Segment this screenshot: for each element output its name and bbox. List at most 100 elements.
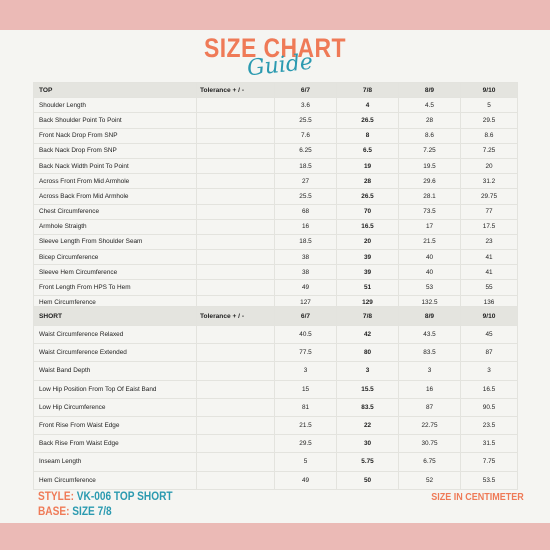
tolerance-cell (196, 415, 275, 436)
size-value-cell: 21.5 (398, 233, 461, 251)
size-value-cell: 29.75 (460, 188, 518, 205)
size-value-cell: 7.25 (398, 142, 461, 159)
measurement-label: Armhole Straigth (33, 218, 197, 235)
size-value-cell: 43.5 (398, 324, 461, 345)
size-value-cell: 15 (274, 379, 337, 399)
size-value-cell: 50 (336, 470, 399, 490)
table-row: Back Shoulder Point To Point 25.5 26.5 28 29… (33, 112, 518, 129)
units-note: SIZE IN CENTIMETER (431, 492, 524, 503)
measurement-label: Inseam Length (33, 452, 197, 472)
size-value-cell: 8 (336, 127, 399, 144)
table-row: Back Nack Width Point To Point 18.5 19 19.5… (33, 157, 518, 175)
bottom-band (0, 523, 550, 550)
size-value-cell: 30.75 (398, 434, 461, 454)
size-value-cell: 41 (460, 249, 518, 266)
tolerance-cell (196, 343, 275, 363)
size-value-cell: 5 (460, 97, 518, 114)
size-value-cell: 40 (398, 264, 461, 281)
size-value-cell: 21.5 (274, 415, 337, 436)
size-value-cell: 51 (336, 279, 399, 296)
table-row: Back Rise From Waist Edge 29.5 30 30.75 31.5 (33, 434, 518, 454)
base-line: BASE: SIZE 7/8 (38, 505, 173, 520)
size-value-cell: 31.5 (460, 434, 518, 454)
size-value-cell: 3 (460, 361, 518, 381)
table-row: Waist Circumference Relaxed 40.5 42 43.5 45 (33, 324, 518, 345)
size-value-cell: 17 (398, 218, 461, 235)
column-header: 8/9 (398, 306, 461, 326)
measurement-label: Across Front From Mid Armhole (33, 173, 197, 190)
size-value-cell: 25.5 (274, 188, 337, 205)
top-size-table: TOP Tolerance + / -6/7 7/8 8/9 9/10 Shoulder … (33, 81, 518, 311)
tolerance-cell (196, 379, 275, 399)
tolerance-cell (196, 470, 275, 490)
size-value-cell: 19 (336, 157, 399, 175)
tolerance-cell (196, 157, 275, 175)
size-value-cell: 16.5 (336, 218, 399, 235)
table-row: Front Rise From Waist Edge 21.5 22 22.75 23.… (33, 415, 518, 436)
measurement-label: Waist Circumference Relaxed (33, 324, 197, 345)
size-value-cell: 4.5 (398, 97, 461, 114)
tolerance-cell (196, 279, 275, 296)
size-value-cell: 4 (336, 97, 399, 114)
table-row: Armhole Straigth 16 16.5 17 17.5 (33, 218, 518, 235)
table-row: Chest Circumference 68 70 73.5 77 (33, 203, 518, 220)
tolerance-cell (196, 203, 275, 220)
size-value-cell: 16 (274, 218, 337, 235)
size-value-cell: 7.75 (460, 452, 518, 472)
size-value-cell: 31.2 (460, 173, 518, 190)
size-value-cell: 77.5 (274, 343, 337, 363)
column-header: 7/8 (336, 81, 399, 99)
measurement-label: Front Length From HPS To Hem (33, 279, 197, 296)
size-value-cell: 28.1 (398, 188, 461, 205)
size-value-cell: 83.5 (336, 397, 399, 417)
measurement-label: Back Nack Drop From SNP (33, 142, 197, 159)
size-value-cell: 8.6 (460, 127, 518, 144)
size-value-cell: 73.5 (398, 203, 461, 220)
size-value-cell: 30 (336, 434, 399, 454)
tolerance-cell (196, 142, 275, 159)
size-value-cell: 28 (398, 112, 461, 129)
size-value-cell: 40 (398, 249, 461, 266)
size-value-cell: 87 (398, 397, 461, 417)
column-header: SHORT (33, 306, 197, 326)
measurement-label: Back Shoulder Point To Point (33, 112, 197, 129)
table-row: Bicep Circumference 38 39 40 41 (33, 249, 518, 266)
size-value-cell: 3 (398, 361, 461, 381)
size-value-cell: 20 (336, 233, 399, 251)
measurement-label: Low Hip Position From Top Of Eaist Band (33, 379, 197, 399)
tolerance-cell (196, 127, 275, 144)
tolerance-cell (196, 361, 275, 381)
table-row: Low Hip Circumference 81 83.5 87 90.5 (33, 397, 518, 417)
size-value-cell: 42 (336, 324, 399, 345)
tolerance-cell (196, 397, 275, 417)
measurement-label: Low Hip Circumference (33, 397, 197, 417)
size-value-cell: 26.5 (336, 112, 399, 129)
table-header-row: TOP Tolerance + / -6/7 7/8 8/9 9/10 (33, 81, 518, 99)
tolerance-cell (196, 188, 275, 205)
size-value-cell: 77 (460, 203, 518, 220)
column-header: Tolerance + / - (196, 81, 275, 99)
size-value-cell: 5.75 (336, 452, 399, 472)
base-label: BASE: (38, 506, 70, 518)
measurement-label: Sleeve Length From Shoulder Seam (33, 233, 197, 251)
size-value-cell: 22.75 (398, 415, 461, 436)
size-value-cell: 68 (274, 203, 337, 220)
tolerance-cell (196, 434, 275, 454)
table-row: Shoulder Length 3.6 4 4.5 5 (33, 97, 518, 114)
table-row: Waist Band Depth 3 3 3 3 (33, 361, 518, 381)
size-value-cell: 23.5 (460, 415, 518, 436)
size-value-cell: 80 (336, 343, 399, 363)
size-value-cell: 19.5 (398, 157, 461, 175)
size-value-cell: 17.5 (460, 218, 518, 235)
size-value-cell: 6.5 (336, 142, 399, 159)
size-value-cell: 29.5 (274, 434, 337, 454)
size-value-cell: 55 (460, 279, 518, 296)
tolerance-cell (196, 218, 275, 235)
measurement-label: Bicep Circumference (33, 249, 197, 266)
size-value-cell: 53 (398, 279, 461, 296)
size-value-cell: 39 (336, 264, 399, 281)
size-value-cell: 7.6 (274, 127, 337, 144)
table-row: Front Nack Drop From SNP 7.6 8 8.6 8.6 (33, 127, 518, 144)
size-value-cell: 20 (460, 157, 518, 175)
size-value-cell: 28 (336, 173, 399, 190)
